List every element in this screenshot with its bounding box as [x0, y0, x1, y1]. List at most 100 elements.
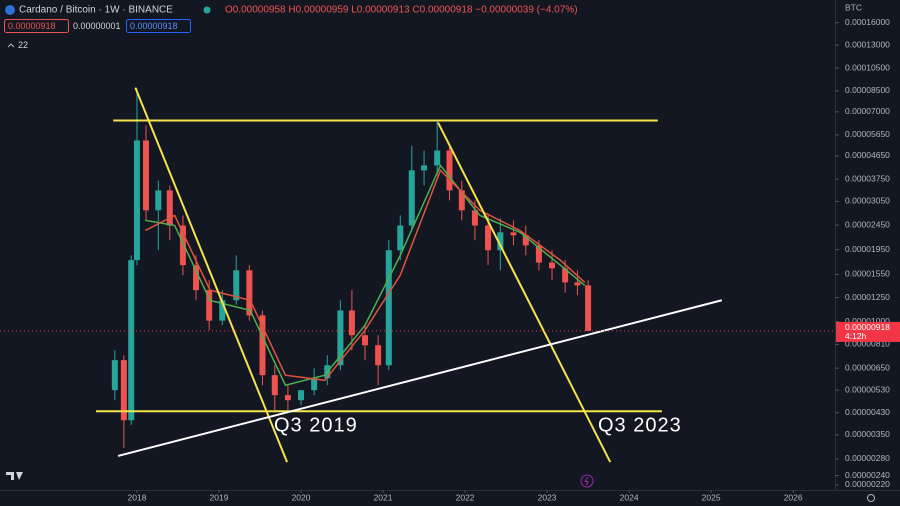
candle-body — [375, 345, 382, 366]
y-tick-label: 0.00000530 — [845, 384, 890, 394]
symbol-icon — [5, 5, 15, 15]
candle-body — [585, 285, 592, 331]
y-tick-label: 0.00001000 — [845, 316, 890, 326]
moving-average — [144, 168, 586, 382]
candle-body — [510, 232, 517, 236]
moving-average — [145, 163, 586, 387]
x-tick-label: 2024 — [620, 492, 639, 502]
candle-body — [311, 378, 318, 391]
y-tick-label: 0.00001550 — [845, 269, 890, 279]
sell-button[interactable] — [4, 19, 69, 33]
buy-price[interactable]: 0.00000918 — [130, 21, 178, 31]
candle-body — [219, 300, 226, 321]
candle-body — [233, 270, 240, 301]
candle-body — [111, 360, 118, 391]
candle-body — [408, 170, 415, 226]
candle-body — [348, 310, 355, 336]
trend-line — [134, 87, 289, 463]
buy-button[interactable] — [126, 19, 191, 33]
x-tick-label: 2022 — [456, 492, 475, 502]
candle-body — [120, 360, 127, 421]
candle-body — [128, 260, 135, 421]
y-tick-label: 0.00000430 — [845, 407, 890, 417]
indicator-count: 22 — [18, 40, 28, 50]
candle-body — [298, 390, 305, 401]
y-tick-label: 0.00000350 — [845, 429, 890, 439]
countdown-label: 4:12h — [845, 331, 867, 341]
candle-body — [549, 262, 556, 269]
y-tick-label: 0.00001250 — [845, 292, 890, 302]
tradingview-logo[interactable] — [6, 472, 23, 480]
y-tick-label: 0.00000810 — [845, 339, 890, 349]
y-tick-label: 0.00000280 — [845, 453, 890, 463]
candle-body — [522, 235, 529, 246]
candle-body — [166, 190, 173, 226]
annotation: Q3 2023 — [598, 414, 682, 436]
y-tick-label: 0.00000240 — [845, 470, 890, 480]
sell-price[interactable]: 0.00000918 — [8, 21, 56, 31]
y-tick-label: 0.00010500 — [845, 62, 890, 72]
y-tick-label: 0.00003050 — [845, 196, 890, 206]
ohlc-legend: O0.00000958 H0.00000959 L0.00000913 C0.0… — [225, 5, 578, 16]
y-tick-label: 0.00001950 — [845, 244, 890, 254]
x-tick-label: 2019 — [210, 492, 229, 502]
indicators-toggle[interactable] — [7, 43, 15, 48]
y-tick-label: 0.00016000 — [845, 17, 890, 27]
plot-area — [95, 87, 723, 463]
candle-body — [497, 232, 504, 251]
y-tick-label: 0.00005650 — [845, 129, 890, 139]
trend-line — [437, 122, 612, 463]
y-tick-label: 0.00000650 — [845, 362, 890, 372]
candle-body — [434, 150, 441, 166]
y-tick-label: 0.00003750 — [845, 173, 890, 183]
candle-body — [246, 270, 253, 316]
annotation: Q3 2019 — [274, 414, 358, 436]
candle-body — [385, 250, 392, 366]
candle-body — [284, 395, 291, 401]
candle-body — [206, 290, 213, 321]
x-tick-label: 2026 — [784, 492, 803, 502]
y-tick-label: 0.00008500 — [845, 85, 890, 95]
x-tick-label: 2020 — [292, 492, 311, 502]
x-tick-label: 2025 — [702, 492, 721, 502]
currency-label: BTC — [845, 2, 862, 12]
candle-body — [179, 225, 186, 266]
events-icon[interactable] — [580, 474, 594, 488]
events-bolt — [584, 476, 589, 486]
market-status — [203, 6, 211, 14]
candle-body — [562, 268, 569, 283]
settings-icon[interactable] — [867, 494, 875, 502]
candle-body — [362, 335, 369, 346]
candle-body — [397, 225, 404, 251]
candle-body — [133, 140, 140, 261]
candle-body — [337, 310, 344, 366]
spread: 0.00000001 — [73, 21, 121, 31]
y-tick-label: 0.00004650 — [845, 150, 890, 160]
symbol-title[interactable]: Cardano / Bitcoin · 1W · BINANCE — [19, 5, 173, 16]
candle-body — [193, 265, 200, 291]
last-price-box — [836, 321, 900, 342]
candle-body — [574, 282, 581, 286]
y-tick-label: 0.00013000 — [845, 39, 890, 49]
candle-body — [271, 375, 278, 396]
candle-body — [143, 140, 150, 211]
candle-body — [535, 245, 542, 263]
trend-line — [117, 299, 723, 457]
x-tick-label: 2023 — [538, 492, 557, 502]
candle-body — [485, 225, 492, 251]
y-tick-label: 0.00007000 — [845, 106, 890, 116]
y-tick-label: 0.00000220 — [845, 479, 890, 489]
candle-body — [259, 315, 266, 376]
candle-body — [421, 165, 428, 171]
y-tick-label: 0.00002450 — [845, 219, 890, 229]
last-price-label: 0.00000918 — [845, 322, 890, 332]
candle-body — [155, 190, 162, 211]
x-tick-label: 2018 — [128, 492, 147, 502]
candle-body — [458, 190, 465, 211]
candle-body — [446, 150, 453, 191]
candle-body — [471, 210, 478, 226]
x-tick-label: 2021 — [374, 492, 393, 502]
